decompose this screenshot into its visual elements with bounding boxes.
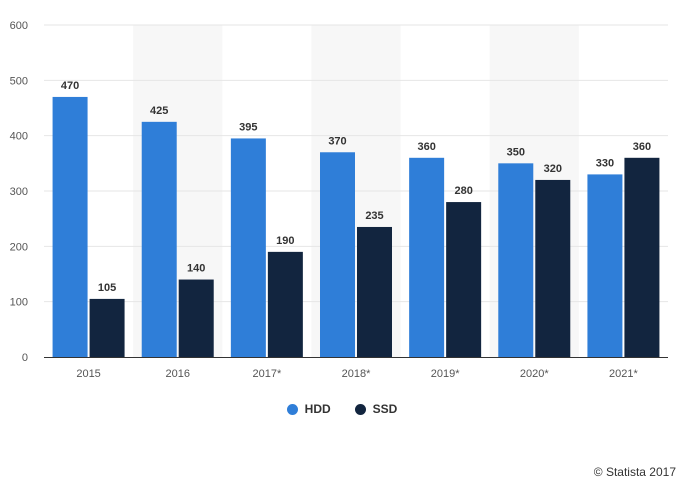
x-tick-label: 2016 <box>165 368 189 380</box>
data-label-hdd: 360 <box>417 141 435 153</box>
bar-ssd <box>535 179 571 357</box>
data-label-ssd: 105 <box>98 282 116 294</box>
x-tick-label: 2019* <box>431 368 460 380</box>
y-tick-label: 0 <box>22 352 28 364</box>
data-label-ssd: 320 <box>544 163 562 175</box>
data-label-hdd: 470 <box>61 80 79 92</box>
bar-hdd <box>320 152 355 357</box>
legend-marker-hdd <box>286 403 298 415</box>
legend: HDD SSD <box>0 402 684 416</box>
bar-ssd <box>178 279 214 357</box>
data-label-hdd: 370 <box>328 135 346 147</box>
bar-hdd <box>587 174 623 357</box>
bar-ssd <box>624 157 660 357</box>
data-label-ssd: 280 <box>454 185 472 197</box>
legend-item-hdd[interactable]: HDD <box>286 402 331 416</box>
bar-chart: 0 100 200 300 400 500 600 470 105 2015 425 140 2016 3… <box>10 20 668 380</box>
bar-hdd <box>141 121 177 357</box>
y-tick-label: 500 <box>10 75 28 87</box>
data-label-hdd: 330 <box>596 157 614 169</box>
bar-hdd <box>52 96 88 357</box>
y-tick-label: 100 <box>10 297 28 309</box>
data-label-ssd: 190 <box>276 235 294 247</box>
bar-hdd <box>498 163 534 357</box>
bar-ssd <box>89 298 125 357</box>
data-label-ssd: 140 <box>187 263 205 275</box>
legend-item-ssd[interactable]: SSD <box>354 402 398 416</box>
x-tick-label: 2017* <box>252 368 281 380</box>
y-tick-label: 200 <box>10 241 28 253</box>
data-label-hdd: 395 <box>239 121 257 133</box>
legend-marker-ssd <box>354 403 366 415</box>
legend-label-hdd: HDD <box>304 402 331 416</box>
data-label-ssd: 235 <box>365 210 383 222</box>
source-credit[interactable]: © Statista 2017 <box>593 465 676 479</box>
bar-hdd <box>230 138 266 357</box>
data-label-hdd: 425 <box>150 105 168 117</box>
x-tick-label: 2015 <box>76 368 100 380</box>
x-tick-label: 2020* <box>520 368 549 380</box>
y-tick-label: 400 <box>10 131 28 143</box>
x-tick-label: 2018* <box>342 368 371 380</box>
data-label-ssd: 360 <box>633 141 651 153</box>
legend-label-ssd: SSD <box>372 402 398 416</box>
bar-ssd <box>267 251 303 357</box>
data-label-hdd: 350 <box>507 146 525 158</box>
x-tick-label: 2021* <box>609 368 638 380</box>
bar-hdd <box>409 157 445 357</box>
y-tick-label: 600 <box>10 20 28 32</box>
y-tick-label: 300 <box>10 186 28 198</box>
bar-ssd <box>446 202 482 357</box>
bar-ssd <box>357 226 392 357</box>
